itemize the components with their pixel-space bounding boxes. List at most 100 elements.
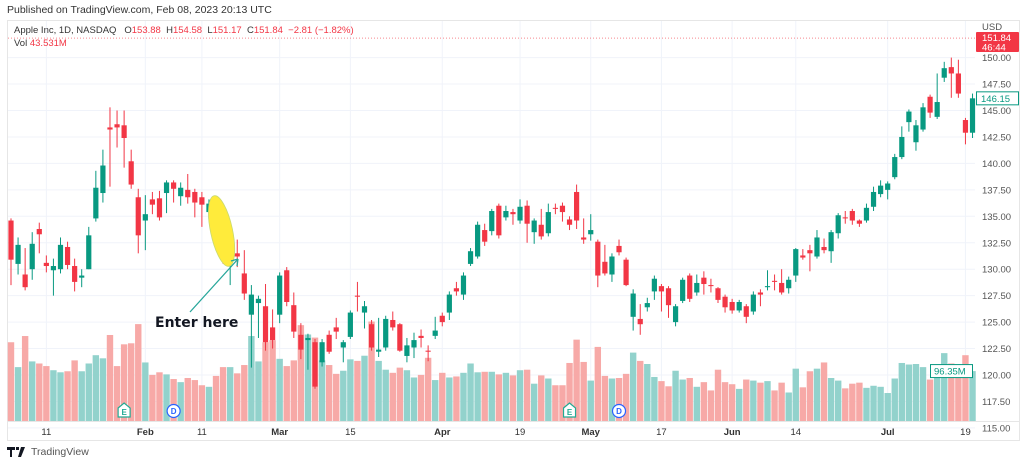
candle-body (475, 224, 481, 257)
volume-bar (912, 364, 920, 421)
volume-bar (813, 368, 821, 421)
candle (482, 223, 488, 246)
candle (595, 239, 601, 288)
change-value: −2.81 (−1.82%) (288, 25, 354, 36)
candle (269, 309, 276, 349)
candle-body (715, 288, 721, 300)
candle (79, 269, 85, 288)
candle (807, 244, 813, 272)
low-value: 151.17 (212, 25, 242, 36)
low-label: L (207, 25, 213, 36)
candle-body (489, 211, 495, 232)
volume-bar (488, 371, 495, 421)
candle-body (277, 275, 283, 315)
candle (319, 339, 325, 367)
candle-body (609, 256, 615, 275)
chart-pane[interactable] (7, 20, 1020, 441)
candle (22, 248, 28, 291)
legend-symbol[interactable]: Apple Inc, 1D, NASDAQ (14, 25, 117, 36)
candle (651, 275, 657, 300)
candle-body (397, 324, 403, 351)
candle-body (93, 187, 99, 219)
candle-body (43, 262, 49, 267)
volume-bar (276, 358, 283, 421)
volume-bar (43, 366, 50, 421)
volume-bar (318, 360, 326, 421)
candle (114, 110, 120, 148)
dividend-marker-icon[interactable]: D (611, 403, 627, 419)
candle (100, 149, 106, 203)
dividend-marker-icon[interactable]: D (166, 403, 181, 419)
candle (298, 323, 304, 360)
candle (927, 94, 933, 118)
volume-bar (743, 379, 750, 421)
marked-volume-badge (930, 364, 973, 379)
volume-bar (955, 370, 962, 421)
candle-body (199, 197, 205, 205)
earnings-marker-icon[interactable]: E (562, 402, 577, 418)
time-tick-label: 15 (345, 427, 356, 438)
candle-body (128, 161, 134, 185)
candle-body (566, 219, 573, 225)
candle-body (305, 337, 311, 341)
candle (185, 173, 191, 204)
candle-body (114, 124, 120, 128)
candle (856, 219, 862, 227)
candle-body (86, 235, 92, 270)
marker-label: D (616, 407, 622, 416)
candle (156, 190, 163, 221)
volume-bar (481, 371, 488, 421)
candle (687, 273, 693, 302)
candle-body (135, 197, 141, 236)
candle-body (36, 228, 42, 235)
volume-bar (806, 371, 814, 421)
candle-body (906, 111, 912, 123)
candle (192, 188, 198, 218)
candle (277, 272, 283, 324)
candle-body (658, 286, 665, 292)
volume-bar (389, 372, 396, 421)
volume-bar (941, 353, 948, 421)
volume-bar (14, 367, 22, 421)
candle (715, 287, 721, 304)
candle (199, 191, 205, 227)
legend-ohlc-row: Apple Inc, 1D, NASDAQ O153.88 H154.58 L1… (14, 25, 354, 38)
candle-body (57, 244, 64, 270)
candle (411, 332, 417, 359)
volume-bar (304, 334, 312, 421)
last-price-badge (976, 32, 1019, 52)
earnings-marker-icon[interactable]: E (117, 402, 131, 418)
candle (658, 284, 665, 312)
volume-bar (665, 386, 672, 421)
candle-body (178, 187, 184, 197)
candle (368, 319, 375, 351)
volume-bar (658, 381, 665, 421)
time-tick-label: 19 (960, 427, 971, 438)
price-tick-label: 125.00 (982, 318, 1011, 329)
candle-body (814, 237, 820, 257)
volume-bar (212, 375, 220, 421)
bar-countdown-label: 46:44 (982, 43, 1006, 54)
candle-body (425, 350, 431, 352)
volume-bar (382, 369, 389, 421)
volume-bar (516, 370, 524, 421)
volume-bar (523, 369, 531, 421)
close-value: 151.84 (253, 25, 283, 36)
candle (906, 109, 912, 132)
candle (743, 304, 749, 324)
candle (793, 248, 799, 282)
volume-bar (608, 378, 616, 421)
candle-body (354, 295, 361, 297)
candle-body (411, 340, 417, 348)
volume-bar (764, 381, 771, 421)
candle-body (885, 183, 891, 190)
candle (439, 312, 445, 327)
candle-body (828, 232, 834, 252)
volume-bar (552, 385, 559, 421)
candle (842, 211, 848, 224)
candle (863, 203, 870, 223)
candle-body (687, 275, 693, 299)
candle (750, 291, 756, 315)
volume-bar (78, 371, 85, 421)
